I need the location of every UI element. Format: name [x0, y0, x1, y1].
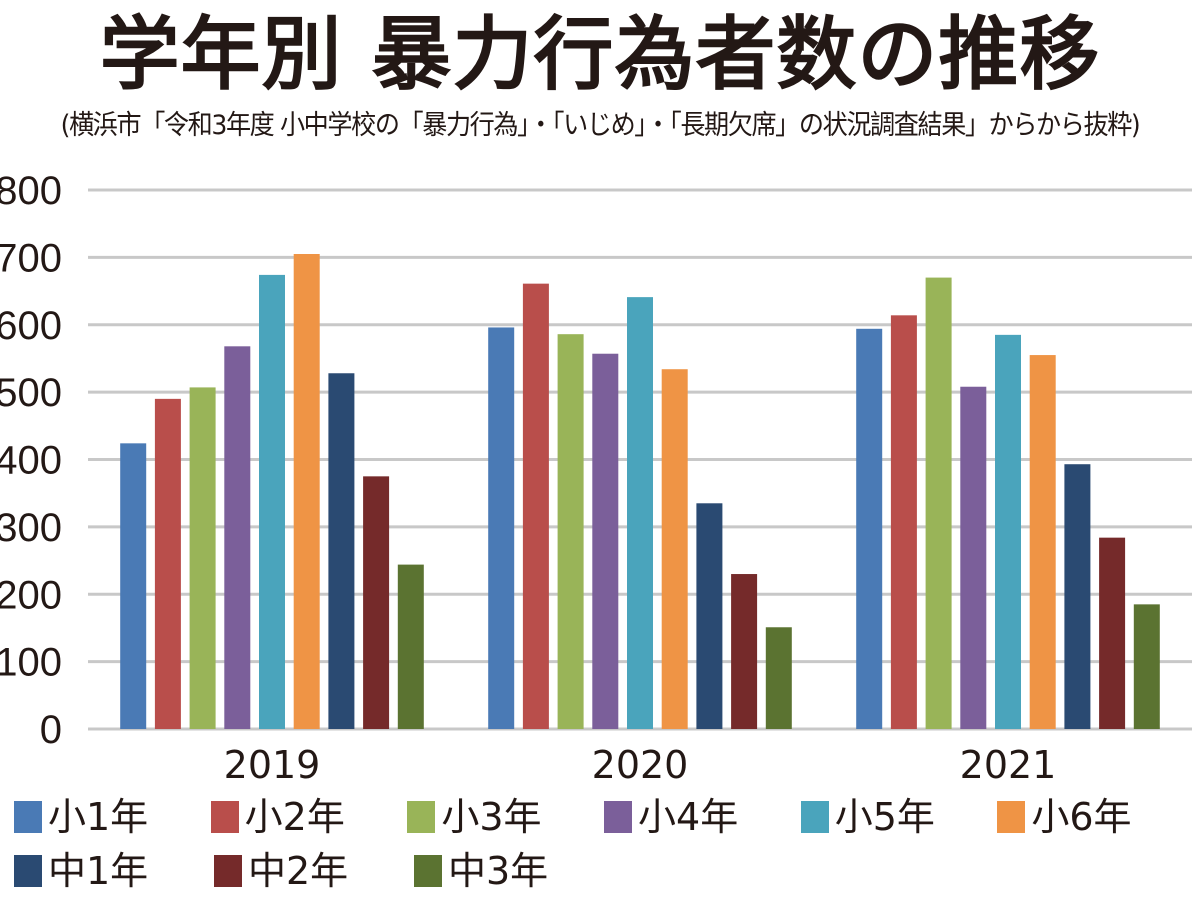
bar-2020-2: [557, 334, 584, 729]
x-tick-label: 2020: [592, 743, 689, 785]
bar-2019-2: [189, 387, 216, 729]
bar-2021-6: [1064, 464, 1091, 729]
bar-2020-3: [592, 353, 619, 729]
legend-item: 中1年: [14, 846, 214, 896]
bar-2020-5: [661, 369, 688, 729]
legend-item: 小1年: [14, 792, 211, 842]
bar-2019-1: [154, 398, 181, 729]
legend-label: 小3年: [441, 795, 542, 839]
bar-2019-0: [120, 443, 147, 729]
legend-swatch: [414, 855, 442, 887]
chart-subtitle: (横浜市「令和3年度 小中学校の「暴力行為」・「いじめ」・「長期欠席」の状況調査…: [60, 110, 1141, 141]
legend-swatch: [14, 801, 42, 833]
y-tick-label: 800: [0, 169, 62, 213]
bar-2020-7: [731, 574, 758, 729]
bar-chart: 0 100 200 300 400 500 600 700 800 2019 2020 2021: [0, 169, 1192, 785]
legend-label: 小4年: [638, 795, 739, 839]
legend-swatch: [214, 855, 242, 887]
bar-2021-3: [960, 386, 987, 729]
y-tick-label: 600: [0, 304, 62, 348]
bar-2021-8: [1133, 604, 1160, 729]
legend-item: 小6年: [997, 792, 1194, 842]
legend-label: 小2年: [244, 795, 345, 839]
legend-swatch: [14, 855, 42, 887]
legend-item: 小2年: [210, 792, 408, 842]
legend-swatch: [604, 801, 633, 833]
legend-label: 小1年: [48, 795, 149, 839]
bar-2021-0: [856, 328, 883, 729]
bar-2021-5: [1029, 355, 1056, 729]
y-tick-label: 400: [0, 439, 62, 483]
bar-2019-6: [328, 373, 355, 729]
legend: 小1年 小2年 小3年 小4年 小5年 小6年 中1年 中2年 中3年: [14, 790, 1194, 898]
legend-item: 小3年: [407, 792, 604, 842]
y-tick-label: 300: [0, 506, 62, 550]
bar-2019-5: [293, 254, 320, 729]
legend-label: 小6年: [1031, 795, 1132, 839]
legend-swatch: [210, 801, 239, 833]
x-tick-label: 2021: [960, 743, 1057, 785]
bar-2019-3: [224, 346, 251, 729]
bar-2020-0: [488, 327, 515, 729]
bar-2020-4: [627, 297, 653, 729]
chart-title: 学年別 暴力行為者数の推移: [99, 8, 1101, 101]
legend-label: 中1年: [48, 849, 149, 893]
legend-row: 小1年 小2年 小3年 小4年 小5年 小6年: [14, 790, 1194, 844]
y-tick-label: 0: [40, 708, 62, 752]
legend-swatch: [800, 801, 829, 833]
bars: [120, 254, 1160, 729]
legend-item: 小4年: [604, 792, 801, 842]
x-tick-label: 2019: [224, 743, 321, 785]
y-tick-label: 500: [0, 371, 62, 415]
legend-swatch: [997, 801, 1026, 833]
y-tick-label: 100: [0, 641, 62, 685]
bar-2021-1: [890, 315, 917, 729]
legend-row: 中1年 中2年 中3年: [14, 844, 1194, 898]
legend-label: 中3年: [448, 849, 549, 893]
legend-item: 中3年: [414, 846, 614, 896]
y-tick-label: 700: [0, 236, 62, 280]
bar-2019-8: [397, 564, 424, 729]
legend-swatch: [407, 801, 436, 833]
bar-2020-1: [522, 283, 549, 729]
y-axis-ticks: 0 100 200 300 400 500 600 700 800: [0, 169, 62, 752]
bar-2020-8: [765, 627, 792, 729]
y-tick-label: 200: [0, 573, 62, 617]
bar-2019-7: [363, 476, 390, 729]
bar-2019-4: [259, 274, 285, 729]
legend-label: 小5年: [834, 795, 935, 839]
legend-item: 中2年: [214, 846, 414, 896]
bar-2021-4: [995, 334, 1021, 729]
legend-item: 小5年: [800, 792, 998, 842]
bar-2021-7: [1099, 537, 1126, 729]
bar-2020-6: [696, 503, 723, 729]
legend-label: 中2年: [248, 849, 349, 893]
x-axis-ticks: 2019 2020 2021: [224, 743, 1057, 785]
bar-2021-2: [925, 277, 952, 729]
